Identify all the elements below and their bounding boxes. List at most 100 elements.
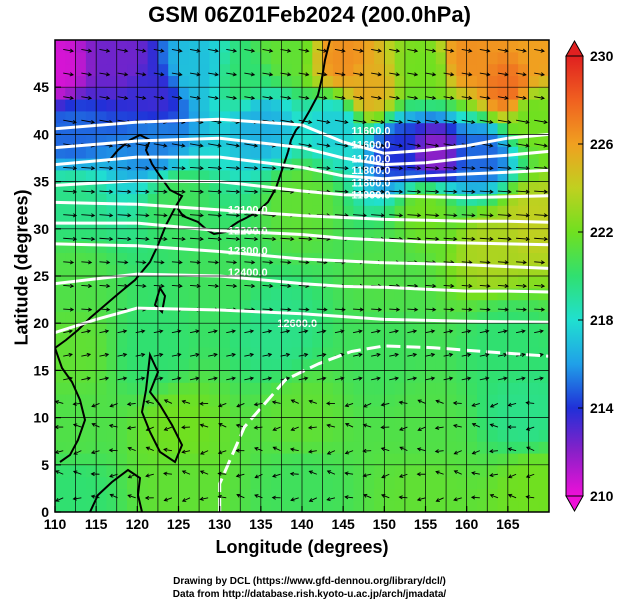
temperature-cell [127, 358, 138, 371]
temperature-cell [353, 429, 365, 442]
wind-arrow [362, 448, 372, 453]
temperature-cell [271, 264, 283, 277]
wind-arrow [200, 450, 209, 455]
wind-arrow [380, 425, 390, 430]
temperature-cell [497, 87, 509, 100]
temperature-cell [260, 323, 272, 336]
wind-arrow [434, 425, 444, 430]
temperature-cell [528, 370, 540, 383]
wind-arrow [236, 403, 245, 408]
wind-arrow [127, 446, 136, 452]
temperature-cell [528, 346, 540, 360]
temperature-cell [250, 323, 262, 336]
temperature-cell [518, 299, 530, 312]
temperature-cell [106, 228, 118, 242]
temperature-cell [137, 441, 149, 454]
temperature-cell [302, 394, 313, 407]
temperature-cell [353, 276, 365, 289]
temperature-cell [85, 240, 97, 253]
temperature-cell [332, 476, 344, 489]
colorbar-tick-label: 210 [590, 488, 614, 504]
temperature-cell [518, 405, 530, 419]
temperature-cell [127, 453, 138, 466]
temperature-cell [353, 240, 365, 253]
temperature-cell [75, 228, 87, 242]
temperature-cell [96, 63, 108, 76]
wind-arrow [443, 352, 454, 357]
temperature-cell [157, 264, 169, 277]
temperature-cell [384, 488, 396, 501]
wind-arrow [380, 402, 390, 407]
temperature-cell [466, 240, 478, 253]
temperature-cell [415, 252, 427, 265]
temperature-cell [538, 429, 549, 442]
temperature-cell [240, 476, 252, 489]
temperature-cell [291, 51, 303, 65]
temperature-cell [96, 240, 108, 253]
temperature-cell [281, 287, 293, 301]
wind-arrow [63, 307, 75, 312]
temperature-cell [384, 417, 396, 430]
temperature-cell [497, 217, 509, 230]
temperature-cell [260, 500, 272, 512]
temperature-cell [219, 311, 231, 324]
temperature-cell [507, 488, 519, 501]
temperature-cell [528, 122, 540, 135]
wind-arrow [326, 470, 336, 475]
temperature-cell [96, 276, 108, 289]
wind-arrow [316, 329, 327, 334]
temperature-cell [363, 87, 375, 100]
temperature-cell [343, 405, 355, 419]
temperature-cell [137, 87, 149, 100]
temperature-cell [446, 311, 457, 324]
temperature-cell [85, 146, 97, 159]
wind-arrow [199, 496, 209, 501]
temperature-cell [487, 405, 499, 419]
temperature-cell [466, 228, 478, 242]
temperature-cell [291, 476, 303, 489]
temperature-cell [343, 205, 355, 218]
wind-arrow [90, 471, 100, 477]
temperature-cell [302, 75, 313, 88]
wind-arrow [298, 143, 313, 148]
temperature-cell [497, 110, 509, 124]
temperature-cell [168, 158, 180, 171]
temperature-cell [518, 158, 530, 171]
wind-arrow [208, 329, 218, 334]
colorbar-tick-label: 218 [590, 312, 614, 328]
temperature-cell [538, 417, 549, 430]
temperature-cell [363, 134, 375, 147]
temperature-cell [178, 110, 190, 124]
temperature-cell [85, 323, 97, 336]
temperature-cell [75, 240, 87, 253]
temperature-cell [487, 394, 499, 407]
coastline-china-south [55, 205, 177, 349]
temperature-cell [219, 122, 231, 135]
temperature-cell [96, 252, 108, 265]
wind-arrow [389, 213, 404, 218]
temperature-cell [209, 264, 221, 277]
wind-arrow [81, 95, 93, 100]
temperature-cell [65, 429, 77, 442]
wind-arrow [407, 329, 418, 334]
temperature-cell [415, 228, 427, 242]
temperature-cell [137, 193, 149, 206]
temperature-cell [229, 110, 241, 124]
temperature-cell [291, 323, 303, 336]
temperature-cell [106, 276, 118, 289]
temperature-cell [209, 181, 221, 194]
temperature-cell [497, 299, 509, 312]
temperature-cell [219, 276, 231, 289]
temperature-cell [178, 252, 190, 265]
wind-arrow [163, 447, 172, 452]
temperature-cell [415, 453, 427, 466]
temperature-cell [178, 370, 190, 383]
temperature-cell [219, 488, 231, 501]
temperature-cell [127, 110, 138, 124]
temperature-cell [260, 335, 272, 348]
temperature-cell [425, 405, 437, 419]
temperature-cell [157, 158, 169, 171]
temperature-cell [332, 441, 344, 454]
temperature-cell [209, 370, 221, 383]
temperature-cell [363, 63, 375, 76]
